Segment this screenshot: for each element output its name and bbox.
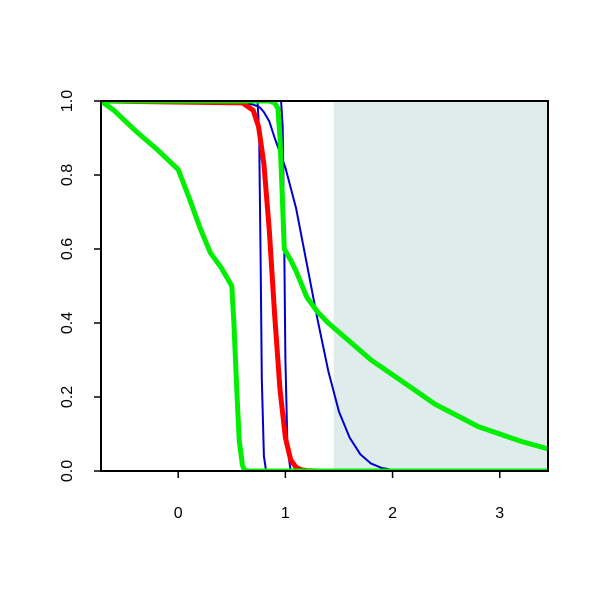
y-tick-label-4: 0.8: [59, 164, 76, 186]
x-tick-label-1: 1: [281, 505, 290, 522]
shaded-region: [333, 101, 548, 471]
x-tick-label-3: 3: [495, 505, 504, 522]
x-tick-label-0: 0: [174, 505, 183, 522]
y-tick-label-0: 0.0: [59, 460, 76, 482]
series-line-3: [101, 101, 548, 471]
shaded-region-layer: [333, 101, 548, 471]
y-tick-label-1: 0.2: [59, 386, 76, 408]
series-line-6: [101, 101, 548, 452]
y-tick-label-5: 1.0: [59, 90, 76, 112]
x-tick-label-2: 2: [388, 505, 397, 522]
y-tick-label-3: 0.6: [59, 238, 76, 260]
plot-frame: [100, 100, 549, 472]
axes-layer: 0 1 2 3 0.0 0.2 0.4 0.6 0.8 1.0: [59, 90, 549, 522]
y-tick-label-2: 0.4: [59, 312, 76, 334]
series-layer: [101, 101, 548, 471]
series-line-5: [101, 101, 548, 471]
